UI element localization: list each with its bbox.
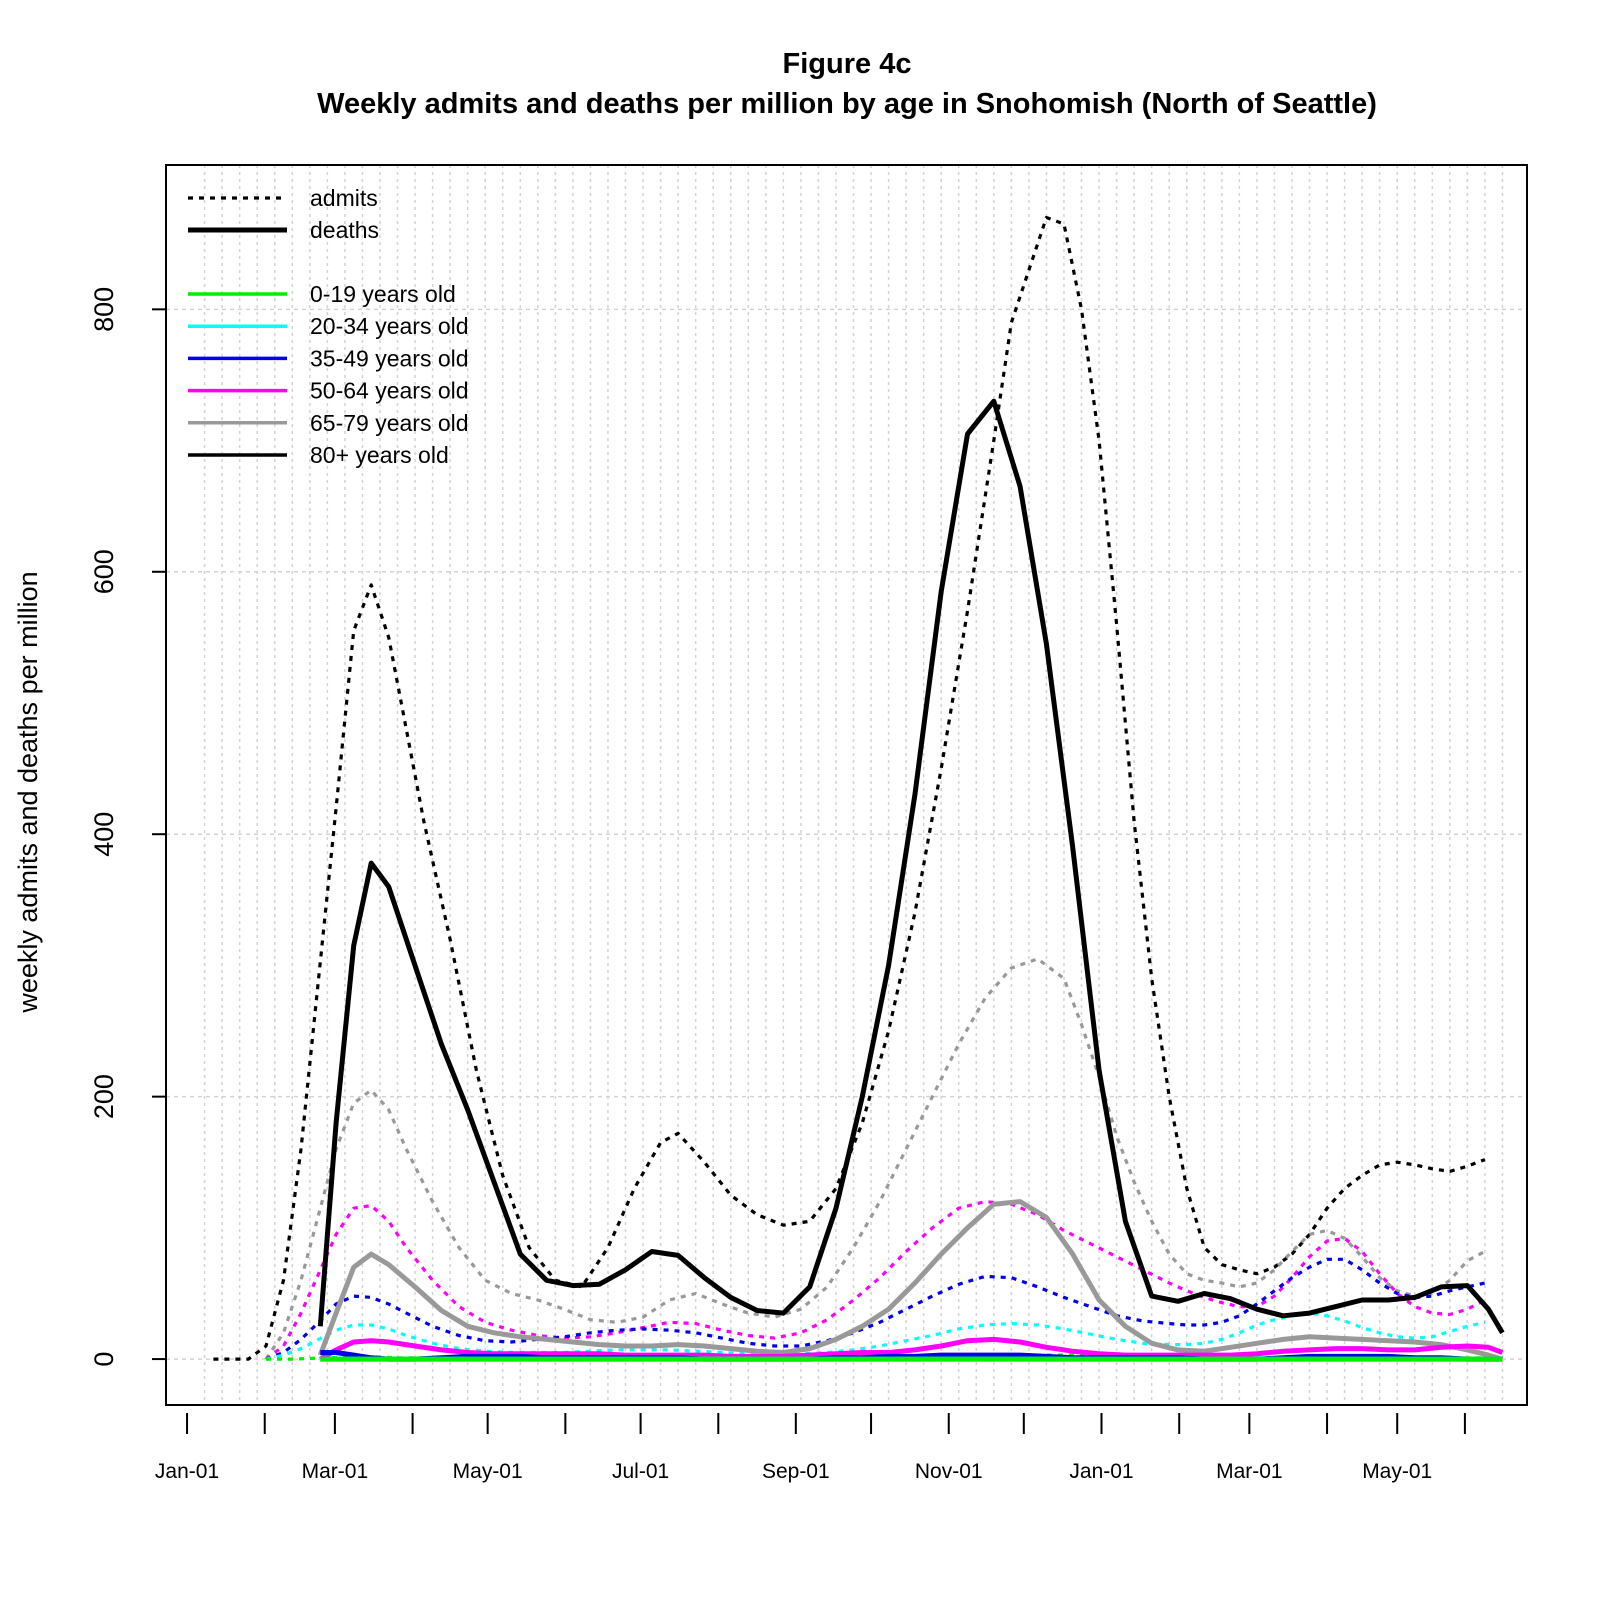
x-tick-label: Sep-01 [762, 1460, 830, 1483]
y-tick-label: 200 [89, 1074, 119, 1119]
legend-label: admits [310, 185, 378, 211]
x-tick-label: Nov-01 [915, 1460, 983, 1483]
series-line-deaths [319, 1336, 1504, 1362]
x-tick-label: Mar-01 [302, 1460, 369, 1483]
x-tick-label: Mar-01 [1216, 1460, 1283, 1483]
chart-title: Figure 4c [783, 48, 912, 80]
series-line-deaths [317, 398, 1505, 1335]
legend-label: deaths [310, 217, 379, 243]
y-tick-label: 600 [89, 549, 119, 594]
y-tick-label: 0 [89, 1352, 119, 1367]
x-tick-label: Jul-01 [612, 1460, 669, 1483]
legend-label: 65-79 years old [310, 410, 469, 436]
plot-frame [165, 164, 1528, 1406]
series-line-admits [265, 1257, 1486, 1361]
series-line-admits [264, 957, 1486, 1360]
series-line-admits [265, 1311, 1486, 1361]
legend-label: 50-64 years old [310, 378, 469, 404]
series-line-deaths [320, 1350, 1503, 1362]
legend: admits deaths 0-19 years old 20-34 years ol… [188, 185, 469, 468]
legend-label: 35-49 years old [310, 345, 469, 371]
series-line-deaths [317, 1199, 1504, 1362]
y-axis-label: weekly admits and deaths per million [13, 571, 43, 1013]
series-lines [213, 215, 1505, 1362]
x-tick-label: Jan-01 [1069, 1460, 1133, 1483]
legend-label: 80+ years old [310, 442, 449, 468]
y-tick-label: 800 [89, 287, 119, 332]
x-tick-label: Jan-01 [155, 1460, 219, 1483]
legend-label: 20-34 years old [310, 313, 469, 339]
y-axis: 0 200 400 600 800 [89, 287, 166, 1367]
chart-subtitle: Weekly admits and deaths per million by … [317, 88, 1377, 120]
x-tick-label: May-01 [453, 1460, 523, 1483]
x-axis: Jan-01 Mar-01 May-01 Jul-01 Sep-01 Nov-01 Jan-… [155, 1413, 1466, 1483]
series-line-admits [213, 215, 1486, 1361]
y-tick-label: 400 [89, 812, 119, 857]
x-tick-label: May-01 [1362, 1460, 1432, 1483]
series-line-admits [265, 1200, 1486, 1361]
legend-label: 0-19 years old [310, 281, 456, 307]
